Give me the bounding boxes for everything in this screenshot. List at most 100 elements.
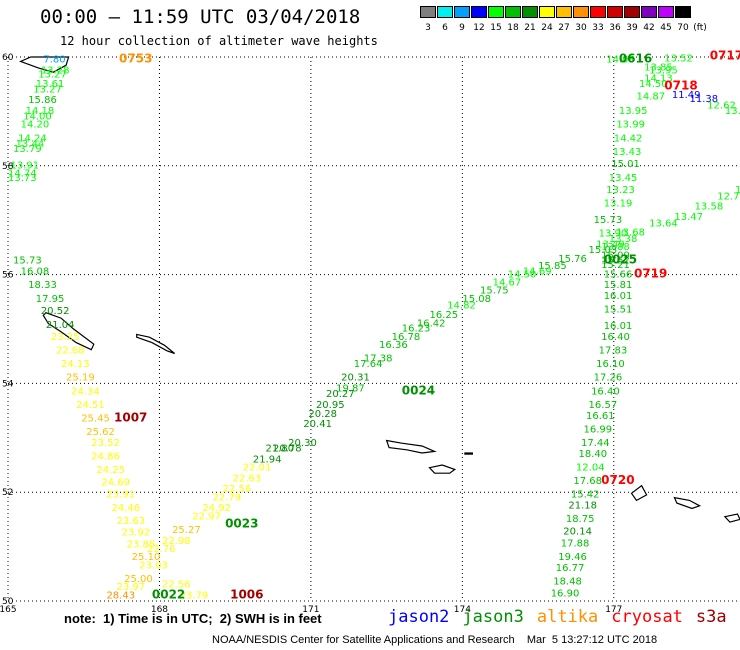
lat-tick-label: 52 xyxy=(2,488,13,498)
swh-reading: 14.24 xyxy=(18,133,47,144)
swh-reading: 15.66 xyxy=(604,269,633,280)
swh-reading: 28.43 xyxy=(106,590,135,601)
swh-reading: 20.30 xyxy=(288,438,317,449)
swh-reading: 20.28 xyxy=(308,409,337,420)
swh-reading: 22.97 xyxy=(192,511,221,522)
swh-reading: 25.45 xyxy=(81,413,110,424)
swh-reading: 24.69 xyxy=(101,478,130,489)
swh-reading: 7.80 xyxy=(43,54,65,65)
swh-reading: 13.27 xyxy=(38,70,67,81)
swh-reading: 13.38 xyxy=(609,234,638,245)
swh-reading: 14.18 xyxy=(26,106,55,117)
legend-label: 39 xyxy=(626,23,638,33)
swh-reading: 22.98 xyxy=(162,536,191,547)
swh-reading: 13.95 xyxy=(619,106,648,117)
swh-reading: 16.40 xyxy=(591,386,620,397)
pass-time-label: 0753 xyxy=(119,51,152,65)
legend-swatch xyxy=(607,6,623,18)
legend-swatch xyxy=(471,6,487,18)
swh-reading: 13.95 xyxy=(649,65,678,76)
swh-reading: 11.49 xyxy=(672,90,701,101)
swh-reading: 23.03 xyxy=(139,560,168,571)
legend-label: 15 xyxy=(490,23,502,33)
swh-reading: 15.03 xyxy=(589,245,618,256)
swh-reading: 13.47 xyxy=(674,212,703,223)
satellite-name: altika xyxy=(536,607,599,627)
lon-tick-label: 168 xyxy=(151,605,168,615)
swh-reading: 22.56 xyxy=(162,579,191,590)
swh-reading: 17.88 xyxy=(561,539,590,550)
swh-reading: 17.95 xyxy=(36,294,65,305)
swh-reading: 16.01 xyxy=(604,291,633,302)
pass-time-label: 0718 xyxy=(664,79,697,93)
swh-reading: 14.42 xyxy=(614,133,643,144)
swh-reading: 15.52 xyxy=(601,256,630,267)
swh-reading: 22.79 xyxy=(212,492,241,503)
swh-reading: 21.04 xyxy=(46,320,75,331)
swh-reading: 13.27 xyxy=(33,84,62,95)
swh-reading: 16.36 xyxy=(379,340,408,351)
lat-tick-label: 60 xyxy=(2,53,14,63)
swh-reading: 15.86 xyxy=(28,95,57,106)
swh-reading: 16.40 xyxy=(601,332,630,343)
swh-reading: 21.80 xyxy=(265,443,294,454)
swh-reading: 25.62 xyxy=(86,427,115,438)
swh-readings: 7.8013.2813.2713.6113.2715.8614.1814.001… xyxy=(8,53,740,601)
agattu-island xyxy=(428,464,457,474)
swh-reading: 14.74 xyxy=(8,169,37,180)
swh-reading: 13.85 xyxy=(644,63,673,74)
rat-islands xyxy=(673,496,702,510)
shemya-island xyxy=(464,452,473,455)
swh-reading: 14.50 xyxy=(508,269,537,280)
swh-reading: 21.18 xyxy=(568,501,597,512)
lat-tick-label: 56 xyxy=(2,271,14,281)
swh-reading: 16.57 xyxy=(589,400,618,411)
lon-tick-label: 165 xyxy=(0,605,17,615)
map-title: 00:00 – 11:59 UTC 03/04/2018 xyxy=(40,6,361,28)
swh-reading: 23.25 xyxy=(51,332,80,343)
medny-island xyxy=(136,333,175,355)
legend-swatch xyxy=(437,6,453,18)
swh-reading: 13.99 xyxy=(616,120,645,131)
swh-reading: 23.52 xyxy=(91,438,120,449)
legend-label: 45 xyxy=(660,23,672,33)
swh-reading: 14.67 xyxy=(493,277,522,288)
swh-reading: 22.63 xyxy=(233,473,262,484)
swh-reading: 24.92 xyxy=(202,503,231,514)
swh-reading: 25.00 xyxy=(124,574,153,585)
swh-reading: 23.76 xyxy=(147,544,176,555)
swh-reading: 20.78 xyxy=(273,443,302,454)
legend-swatch xyxy=(675,6,691,18)
legend-swatch xyxy=(420,6,436,18)
coastlines xyxy=(18,56,740,523)
amchitka-island xyxy=(723,513,740,523)
lat-tick-label: 50 xyxy=(2,597,14,607)
swh-reading: 12.08 xyxy=(735,185,740,196)
swh-reading: 14.08 xyxy=(606,54,635,65)
swh-reading: 16.25 xyxy=(430,310,459,321)
pass-time-label: 0720 xyxy=(601,473,634,487)
swh-reading: 24.46 xyxy=(111,503,140,514)
swh-reading: 23.92 xyxy=(122,528,151,539)
pass-time-label: 0022 xyxy=(152,587,185,601)
legend-unit: (ft) xyxy=(693,23,707,33)
swh-reading: 13.64 xyxy=(649,219,678,230)
legend-swatch xyxy=(641,6,657,18)
swh-reading: 25.10 xyxy=(132,552,161,563)
swh-reading: 12.04 xyxy=(576,462,605,473)
swh-reading: 15.42 xyxy=(571,490,600,501)
swh-reading: 21.94 xyxy=(253,454,282,465)
lon-tick-label: 177 xyxy=(605,605,622,615)
legend-swatch xyxy=(539,6,555,18)
swh-reading: 13.43 xyxy=(613,147,642,158)
legend-label: 33 xyxy=(592,23,604,33)
swh-reading: 25.27 xyxy=(172,525,201,536)
map-subtitle: 12 hour collection of altimeter wave hei… xyxy=(60,34,378,48)
kiska-island xyxy=(630,484,648,502)
pass-time-label: 1007 xyxy=(114,410,147,424)
swh-reading: 23.97 xyxy=(117,582,146,593)
satellite-name: cryosat xyxy=(611,607,683,627)
pass-time-label: 1006 xyxy=(230,587,263,601)
satellite-name: jason3 xyxy=(462,607,524,627)
